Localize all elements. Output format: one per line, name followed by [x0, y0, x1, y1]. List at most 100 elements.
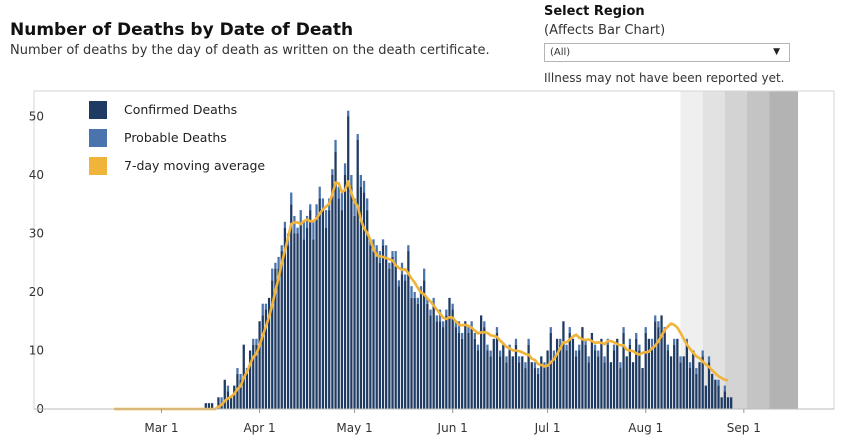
- bar-probable: [413, 292, 416, 298]
- bar-confirmed: [461, 338, 464, 409]
- bar-confirmed: [530, 362, 533, 409]
- bar-confirmed: [609, 362, 613, 409]
- bar-probable: [290, 192, 293, 205]
- bar-confirmed: [552, 356, 556, 409]
- bar-confirmed: [347, 116, 350, 409]
- x-tick-label: Sep 1: [727, 421, 761, 435]
- bar-confirmed: [328, 210, 331, 409]
- bar-confirmed: [619, 368, 622, 409]
- bar-probable: [293, 215, 296, 234]
- bar-probable: [650, 338, 654, 351]
- bar-probable: [429, 309, 432, 316]
- bar-confirmed: [679, 362, 682, 409]
- bar-probable: [309, 204, 312, 211]
- bar-confirmed: [714, 379, 717, 409]
- bar-confirmed: [720, 397, 723, 409]
- bar-confirmed: [631, 362, 635, 409]
- bar-confirmed: [549, 332, 552, 409]
- bar-probable: [426, 297, 429, 304]
- bar-probable: [597, 350, 600, 357]
- bar-confirmed: [419, 292, 423, 409]
- bar-probable: [236, 368, 239, 374]
- bar-probable: [277, 256, 280, 269]
- bar-confirmed: [429, 315, 432, 409]
- bar-confirmed: [432, 303, 435, 409]
- bar-probable: [461, 332, 464, 339]
- bar-confirmed: [457, 332, 461, 409]
- bar-confirmed: [302, 239, 306, 409]
- bar-probable: [423, 268, 426, 281]
- bar-probable: [527, 338, 530, 345]
- bar-series: [204, 110, 733, 409]
- bar-confirmed: [435, 321, 438, 409]
- bar-confirmed: [229, 397, 233, 409]
- bar-probable: [498, 350, 502, 357]
- bar-confirmed: [603, 362, 606, 409]
- region-select-dropdown[interactable]: (All) ▼: [544, 43, 790, 62]
- x-tick-label: Apr 1: [243, 421, 275, 435]
- bar-confirmed: [663, 332, 666, 409]
- y-tick-label: 50: [29, 110, 44, 124]
- bar-probable: [688, 362, 692, 369]
- bar-confirmed: [369, 245, 372, 409]
- bar-probable: [318, 186, 321, 199]
- bar-confirmed: [574, 356, 578, 409]
- bar-confirmed: [236, 373, 239, 409]
- bar-confirmed: [210, 403, 214, 409]
- bar-probable: [707, 356, 711, 363]
- bar-confirmed: [590, 332, 594, 409]
- x-tick-label: Mar 1: [144, 421, 178, 435]
- bar-confirmed: [492, 338, 495, 409]
- bar-confirmed: [255, 344, 258, 409]
- bar-confirmed: [296, 233, 299, 409]
- bar-confirmed: [258, 321, 261, 409]
- bar-confirmed: [451, 309, 454, 409]
- bar-probable: [302, 221, 306, 240]
- bar-probable: [274, 262, 277, 269]
- bar-probable: [331, 169, 334, 175]
- bar-probable: [644, 327, 647, 333]
- x-tick-label: Jul 1: [534, 421, 561, 435]
- bar-probable: [476, 344, 480, 351]
- bar-confirmed: [517, 362, 521, 409]
- bar-confirmed: [423, 280, 426, 409]
- bar-probable: [517, 356, 521, 363]
- bar-confirmed: [480, 315, 483, 409]
- bar-probable: [391, 251, 394, 257]
- bar-probable: [255, 338, 258, 345]
- bar-probable: [701, 350, 704, 357]
- bar-confirmed: [233, 385, 236, 409]
- bar-probable: [505, 356, 508, 363]
- bar-confirmed: [650, 350, 654, 409]
- bar-confirmed: [559, 344, 562, 409]
- bar-confirmed: [438, 321, 442, 409]
- bar-confirmed: [711, 373, 714, 409]
- bar-confirmed: [505, 362, 508, 409]
- shade-band-5: [769, 91, 798, 409]
- bar-probable: [385, 245, 388, 257]
- bar-confirmed: [502, 344, 505, 409]
- region-filter-subtitle: (Affects Bar Chart): [544, 23, 666, 38]
- bar-confirmed: [353, 215, 356, 409]
- bar-probable: [397, 280, 400, 287]
- bar-confirmed: [543, 368, 546, 409]
- bar-probable: [264, 303, 268, 310]
- bar-confirmed: [410, 297, 413, 409]
- bar-confirmed: [587, 362, 590, 409]
- bar-probable: [467, 327, 470, 333]
- bar-confirmed: [638, 350, 641, 409]
- bar-confirmed: [669, 356, 673, 409]
- bar-probable: [347, 110, 350, 117]
- bar-confirmed: [654, 321, 657, 409]
- bar-confirmed: [305, 227, 309, 409]
- bar-confirmed: [290, 204, 293, 409]
- bar-probable: [410, 286, 413, 298]
- bar-probable: [416, 297, 419, 304]
- bar-confirmed: [391, 256, 394, 409]
- bar-probable: [565, 344, 568, 351]
- bar-probable: [239, 373, 242, 380]
- bar-probable: [536, 368, 540, 374]
- bar-probable: [638, 344, 641, 351]
- bar-confirmed: [717, 385, 720, 409]
